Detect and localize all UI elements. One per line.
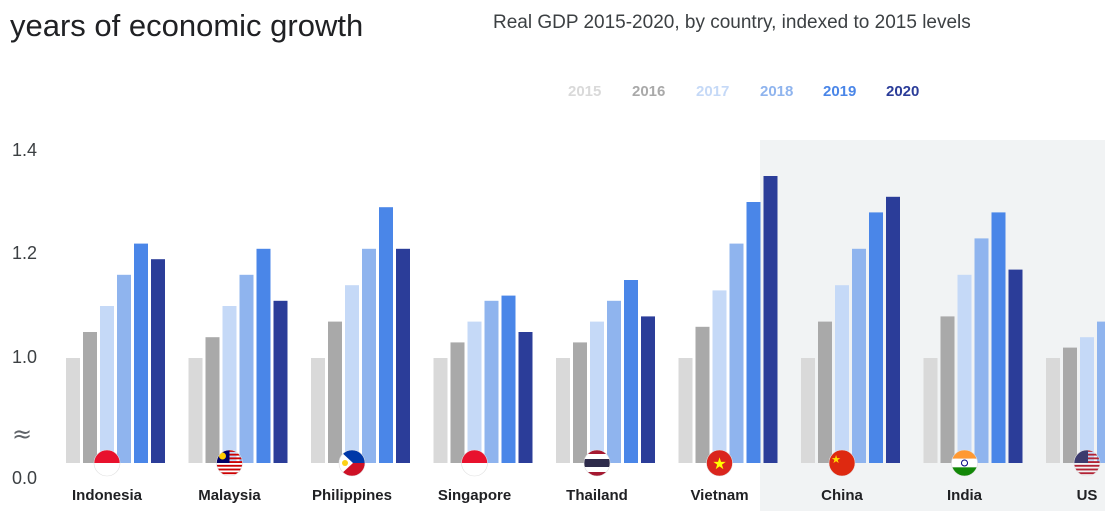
bar-us-2018: [1097, 321, 1105, 463]
legend-item-2017: 2017: [696, 83, 729, 100]
bar-singapore-2015: [433, 358, 448, 463]
legend-item-2019: 2019: [823, 83, 856, 100]
bar-china-2015: [801, 358, 815, 463]
axis-break-icon: ≈: [12, 420, 32, 448]
bar-singapore-2019: [501, 295, 516, 463]
chart-subtitle: Real GDP 2015-2020, by country, indexed …: [493, 12, 971, 33]
bar-thailand-2016: [573, 342, 587, 463]
flag-us-icon: [1073, 449, 1101, 477]
category-label-vietnam: Vietnam: [690, 487, 748, 504]
category-label-china: China: [821, 487, 863, 504]
bar-indonesia-2016: [83, 332, 97, 463]
bar-india-2016: [940, 316, 955, 463]
bar-singapore-2018: [484, 300, 499, 463]
bar-philippines-2018: [362, 248, 376, 463]
svg-text:★: ★: [712, 454, 726, 473]
bar-india-2019: [991, 212, 1006, 463]
bar-us-2016: [1063, 347, 1077, 463]
bar-malaysia-2017: [222, 306, 237, 463]
category-label-philippines: Philippines: [312, 487, 392, 504]
bar-indonesia-2017: [100, 306, 114, 463]
category-label-us: US: [1077, 487, 1098, 504]
bar-indonesia-2019: [134, 243, 148, 463]
bar-philippines-2020: [396, 248, 410, 463]
category-label-malaysia: Malaysia: [198, 487, 261, 504]
bar-vietnam-2020: [763, 176, 778, 463]
bar-philippines-2015: [311, 358, 325, 463]
bar-indonesia-2020: [151, 259, 165, 463]
bar-india-2018: [974, 238, 989, 463]
bar-india-2020: [1008, 269, 1023, 463]
bar-malaysia-2018: [239, 274, 254, 463]
bar-china-2017: [835, 285, 849, 463]
bar-indonesia-2015: [66, 358, 80, 463]
flag-indonesia-icon: [93, 449, 121, 477]
bar-malaysia-2015: [188, 358, 203, 463]
category-label-thailand: Thailand: [566, 487, 628, 504]
bar-thailand-2019: [624, 280, 638, 463]
category-label-indonesia: Indonesia: [72, 487, 143, 504]
bar-india-2015: [923, 358, 938, 463]
y-tick-label: 1.2: [12, 243, 37, 263]
bar-philippines-2017: [345, 285, 359, 463]
bar-us-2015: [1046, 358, 1060, 463]
bar-singapore-2017: [467, 321, 482, 463]
bar-vietnam-2017: [712, 290, 727, 463]
bar-china-2019: [869, 212, 883, 463]
svg-text:★: ★: [831, 453, 841, 466]
category-label-singapore: Singapore: [438, 487, 511, 504]
chart-title: years of economic growth: [10, 8, 364, 43]
bar-thailand-2018: [607, 300, 621, 463]
flag-india-icon: [951, 449, 978, 477]
y-tick-label: 1.0: [12, 347, 37, 367]
bar-india-2017: [957, 274, 972, 463]
bar-thailand-2015: [556, 358, 570, 463]
bar-china-2016: [818, 321, 832, 463]
legend-item-2018: 2018: [760, 83, 793, 100]
category-label-india: India: [947, 487, 983, 504]
legend-item-2016: 2016: [632, 83, 665, 100]
bar-vietnam-2018: [729, 243, 744, 463]
y-tick-label: 0.0: [12, 468, 37, 488]
bar-malaysia-2019: [256, 248, 271, 463]
bar-indonesia-2018: [117, 274, 131, 463]
legend-item-2020: 2020: [886, 83, 919, 100]
bar-singapore-2016: [450, 342, 465, 463]
flag-thailand-icon: [583, 449, 611, 477]
legend-item-2015: 2015: [568, 83, 601, 100]
bar-vietnam-2019: [746, 202, 761, 463]
bar-malaysia-2016: [205, 337, 220, 463]
bar-vietnam-2015: [678, 358, 693, 463]
flag-singapore-icon: [461, 449, 488, 477]
flag-philippines-icon: [338, 449, 366, 477]
bar-thailand-2017: [590, 321, 604, 463]
flag-malaysia-icon: [216, 449, 243, 477]
flag-vietnam-icon: ★: [706, 449, 733, 477]
bar-thailand-2020: [641, 316, 655, 463]
y-tick-label: 1.4: [12, 140, 37, 160]
bar-singapore-2020: [518, 332, 533, 463]
bar-philippines-2019: [379, 207, 393, 463]
bar-china-2020: [886, 196, 900, 464]
bar-philippines-2016: [328, 321, 342, 463]
bar-china-2018: [852, 248, 866, 463]
flag-china-icon: ★: [828, 449, 856, 477]
bar-malaysia-2020: [273, 300, 288, 463]
bar-vietnam-2016: [695, 326, 710, 463]
bar-us-2017: [1080, 337, 1094, 463]
